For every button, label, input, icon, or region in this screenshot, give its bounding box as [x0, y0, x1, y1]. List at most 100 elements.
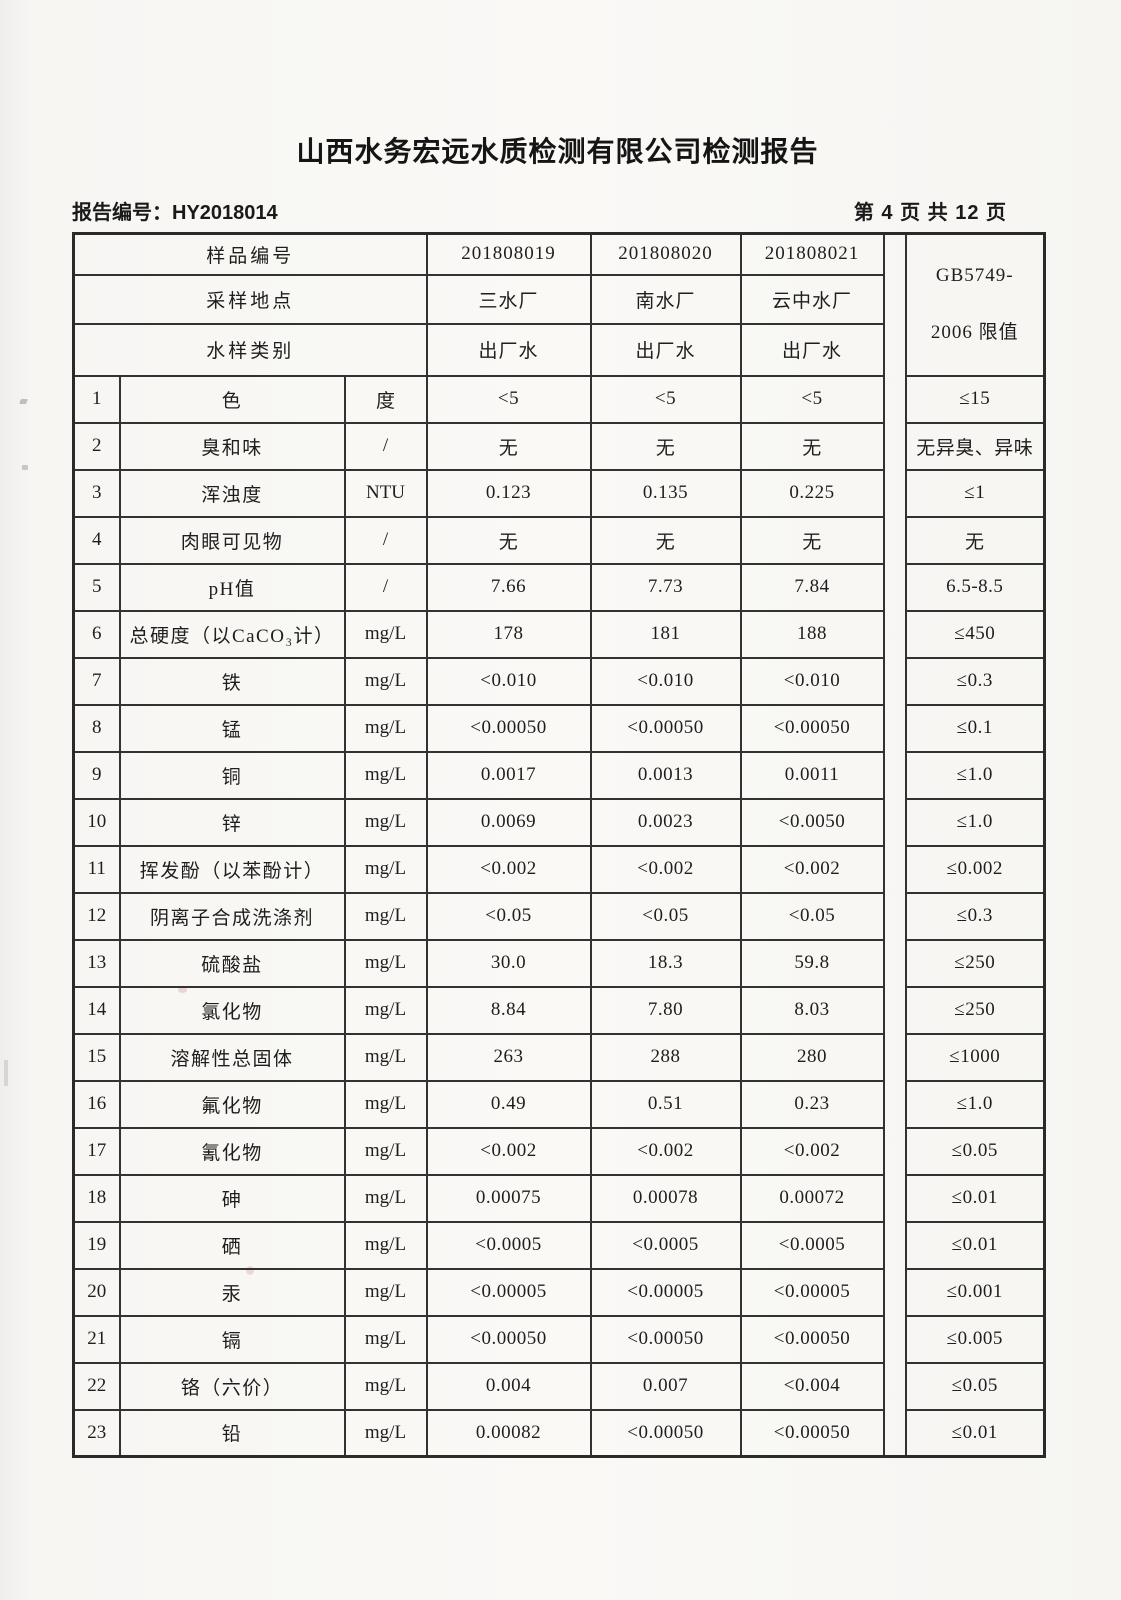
- value-sample-3: 188: [739, 609, 885, 659]
- value-sample-2: 288: [589, 1032, 742, 1082]
- standard-limit: ≤0.05: [904, 1361, 1046, 1411]
- unit: /: [343, 562, 428, 612]
- parameter-name: 硒: [118, 1220, 346, 1270]
- unit: mg/L: [343, 938, 428, 988]
- parameter-name: 溶解性总固体: [118, 1032, 346, 1082]
- sample-type-label: 水样类别: [72, 322, 428, 377]
- value-sample-2: 无: [589, 421, 742, 471]
- parameter-name: 肉眼可见物: [118, 515, 346, 565]
- report-number: 报告编号：HY2018014: [72, 202, 278, 224]
- value-sample-1: <0.00050: [425, 1314, 592, 1364]
- value-sample-1: 0.0069: [425, 797, 592, 847]
- sample-no-label: 样品编号: [72, 232, 428, 276]
- standard-limit: ≤250: [904, 938, 1046, 988]
- value-sample-2: 181: [589, 609, 742, 659]
- value-sample-2: 18.3: [589, 938, 742, 988]
- water-quality-table: 样品编号 201808019 201808020 201808021 GB574…: [72, 232, 1046, 1458]
- value-sample-1: <0.002: [425, 844, 592, 894]
- value-sample-1: <0.0005: [425, 1220, 592, 1270]
- page-indicator: 第 4 页 共 12 页: [853, 202, 1007, 224]
- limit-column-header: GB5749- 2006 限值: [904, 232, 1046, 377]
- unit: mg/L: [343, 1314, 428, 1364]
- table-row: 3 浑浊度 NTU 0.123 0.135 0.225 ≤1: [72, 468, 1046, 518]
- standard-limit: ≤0.01: [904, 1220, 1046, 1270]
- header-row-sample-id: 样品编号 201808019 201808020 201808021 GB574…: [72, 232, 1046, 1458]
- limit-header-line2: 2006 限值: [930, 322, 1019, 344]
- parameter-name: 浑浊度: [118, 468, 346, 518]
- unit: mg/L: [343, 703, 428, 753]
- row-number: 19: [72, 1220, 121, 1270]
- row-number: 22: [72, 1361, 121, 1411]
- standard-limit: ≤0.01: [904, 1408, 1046, 1458]
- unit: mg/L: [343, 797, 428, 847]
- value-sample-2: 0.0013: [589, 750, 742, 800]
- unit: mg/L: [343, 891, 428, 941]
- unit: mg/L: [343, 1408, 428, 1458]
- unit: mg/L: [343, 656, 428, 706]
- standard-limit: ≤0.001: [904, 1267, 1046, 1317]
- value-sample-3: <0.002: [739, 844, 885, 894]
- parameter-name: 铅: [118, 1408, 346, 1458]
- value-sample-1: 263: [425, 1032, 592, 1082]
- standard-limit: ≤1000: [904, 1032, 1046, 1082]
- standard-limit: ≤0.002: [904, 844, 1046, 894]
- value-sample-3: 0.225: [739, 468, 885, 518]
- parameter-name: 挥发酚（以苯酚计）: [118, 844, 346, 894]
- parameter-name: 铁: [118, 656, 346, 706]
- value-sample-3: 280: [739, 1032, 885, 1082]
- value-sample-1: <0.00005: [425, 1267, 592, 1317]
- row-number: 2: [72, 421, 121, 471]
- value-sample-2: <0.00050: [589, 1408, 742, 1458]
- table-row: 22 铬（六价） mg/L 0.004 0.007 <0.004 ≤0.05: [72, 1361, 1046, 1411]
- parameter-name: 镉: [118, 1314, 346, 1364]
- unit: mg/L: [343, 609, 428, 659]
- table-row: 5 pH值 / 7.66 7.73 7.84 6.5-8.5: [72, 562, 1046, 612]
- parameter-name: 砷: [118, 1173, 346, 1223]
- table-row: 2 臭和味 / 无 无 无 无异臭、异味: [72, 421, 1046, 471]
- table-row: 19 硒 mg/L <0.0005 <0.0005 <0.0005 ≤0.01: [72, 1220, 1046, 1270]
- value-sample-3: <0.00050: [739, 703, 885, 753]
- value-sample-1: 0.0017: [425, 750, 592, 800]
- table-row: 23 铅 mg/L 0.00082 <0.00050 <0.00050 ≤0.0…: [72, 1408, 1046, 1458]
- value-sample-3: 0.0011: [739, 750, 885, 800]
- value-sample-2: 0.007: [589, 1361, 742, 1411]
- standard-limit: 无异臭、异味: [904, 421, 1046, 471]
- value-sample-1: 8.84: [425, 985, 592, 1035]
- unit: mg/L: [343, 1361, 428, 1411]
- standard-limit: ≤250: [904, 985, 1046, 1035]
- table-row: 11 挥发酚（以苯酚计） mg/L <0.002 <0.002 <0.002 ≤…: [72, 844, 1046, 894]
- value-sample-2: 0.51: [589, 1079, 742, 1129]
- header-row-sample-type: 水样类别 出厂水 出厂水 出厂水: [72, 322, 1045, 377]
- spacer-column: [882, 232, 907, 1458]
- unit: /: [343, 421, 428, 471]
- value-sample-3: 0.23: [739, 1079, 885, 1129]
- value-sample-3: <0.0005: [739, 1220, 885, 1270]
- unit: mg/L: [343, 1032, 428, 1082]
- standard-limit: ≤0.3: [904, 656, 1046, 706]
- table-row: 17 氰化物 mg/L <0.002 <0.002 <0.002 ≤0.05: [72, 1126, 1046, 1176]
- unit: mg/L: [343, 1220, 428, 1270]
- standard-limit: ≤1.0: [904, 797, 1046, 847]
- parameter-name: 阴离子合成洗涤剂: [118, 891, 346, 941]
- value-sample-3: 0.00072: [739, 1173, 885, 1223]
- standard-limit: ≤0.1: [904, 703, 1046, 753]
- value-sample-3: 59.8: [739, 938, 885, 988]
- value-sample-1: 无: [425, 421, 592, 471]
- row-number: 12: [72, 891, 121, 941]
- value-sample-1: <0.010: [425, 656, 592, 706]
- table-row: 16 氟化物 mg/L 0.49 0.51 0.23 ≤1.0: [72, 1079, 1046, 1129]
- parameter-name: 总硬度（以CaCO₃计）: [118, 609, 346, 659]
- row-number: 23: [72, 1408, 121, 1458]
- limit-header-line1: GB5749-: [935, 265, 1014, 287]
- standard-limit: ≤0.005: [904, 1314, 1046, 1364]
- unit: mg/L: [343, 750, 428, 800]
- value-sample-3: <0.0050: [739, 797, 885, 847]
- value-sample-1: <0.05: [425, 891, 592, 941]
- row-number: 14: [72, 985, 121, 1035]
- location-3: 云中水厂: [739, 273, 885, 325]
- row-number: 20: [72, 1267, 121, 1317]
- parameter-name: 臭和味: [118, 421, 346, 471]
- value-sample-1: 0.49: [425, 1079, 592, 1129]
- standard-limit: ≤450: [904, 609, 1046, 659]
- row-number: 8: [72, 703, 121, 753]
